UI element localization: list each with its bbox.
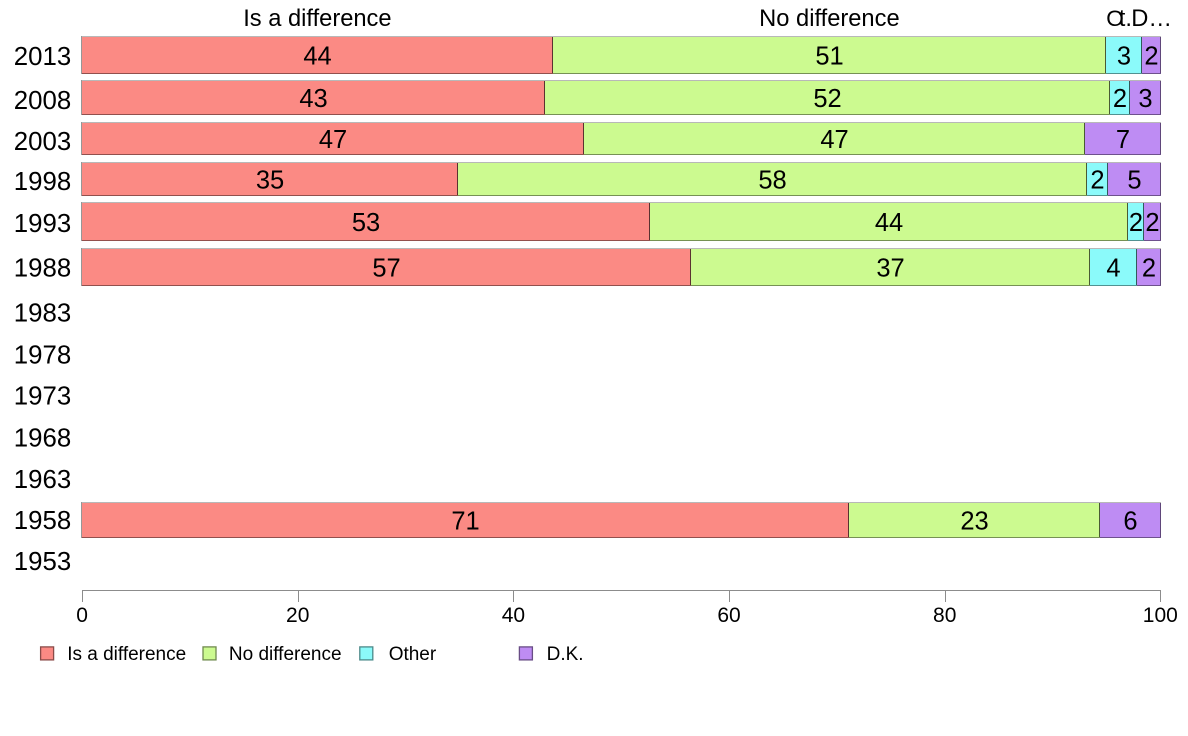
svg-text:53: 53	[352, 209, 380, 237]
svg-text:23: 23	[960, 507, 988, 535]
svg-text:6: 6	[1123, 507, 1137, 535]
svg-text:2: 2	[1142, 254, 1156, 282]
svg-text:7: 7	[1116, 126, 1130, 154]
svg-text:37: 37	[876, 254, 904, 282]
svg-text:No difference: No difference	[759, 6, 899, 32]
svg-text:47: 47	[319, 126, 347, 154]
svg-text:60: 60	[717, 604, 740, 627]
svg-text:3: 3	[1138, 85, 1152, 113]
svg-text:5: 5	[1127, 166, 1141, 194]
svg-text:40: 40	[502, 604, 525, 627]
svg-text:2: 2	[1090, 166, 1104, 194]
svg-text:1968: 1968	[14, 424, 71, 452]
svg-text:Other: Other	[389, 644, 437, 665]
svg-text:No difference: No difference	[229, 644, 342, 665]
svg-text:44: 44	[875, 209, 903, 237]
svg-text:43: 43	[299, 85, 327, 113]
svg-text:1988: 1988	[14, 254, 71, 282]
svg-text:3: 3	[1117, 42, 1131, 70]
svg-text:2: 2	[1129, 209, 1143, 237]
svg-text:1953: 1953	[14, 548, 71, 576]
svg-text:1998: 1998	[14, 168, 71, 196]
svg-text:100: 100	[1143, 604, 1178, 627]
svg-text:2013: 2013	[14, 43, 71, 71]
svg-text:D.K.: D.K.	[547, 644, 584, 665]
svg-text:80: 80	[933, 604, 956, 627]
svg-text:35: 35	[256, 166, 284, 194]
svg-text:44: 44	[303, 42, 331, 70]
svg-text:1973: 1973	[14, 383, 71, 411]
svg-text:1963: 1963	[14, 466, 71, 494]
svg-text:2: 2	[1113, 85, 1127, 113]
svg-text:t.: t.	[1119, 6, 1132, 32]
svg-text:2: 2	[1144, 42, 1158, 70]
svg-text:47: 47	[820, 126, 848, 154]
svg-text:4: 4	[1106, 254, 1120, 282]
svg-text:0: 0	[76, 604, 88, 627]
svg-text:1958: 1958	[14, 507, 71, 535]
svg-text:1983: 1983	[14, 300, 71, 328]
svg-text:1993: 1993	[14, 210, 71, 238]
svg-text:1978: 1978	[14, 341, 71, 369]
svg-text:2003: 2003	[14, 128, 71, 156]
svg-text:52: 52	[813, 85, 841, 113]
svg-text:58: 58	[758, 166, 786, 194]
svg-text:71: 71	[451, 507, 479, 535]
svg-text:Is a difference: Is a difference	[243, 6, 391, 32]
svg-text:Is a difference: Is a difference	[67, 644, 186, 665]
svg-text:2008: 2008	[14, 87, 71, 115]
svg-text:51: 51	[815, 42, 843, 70]
svg-text:O: O	[1106, 6, 1124, 31]
svg-text:57: 57	[372, 254, 400, 282]
svg-text:2: 2	[1145, 209, 1159, 237]
svg-text:D…: D…	[1131, 6, 1172, 32]
svg-text:20: 20	[286, 604, 309, 627]
